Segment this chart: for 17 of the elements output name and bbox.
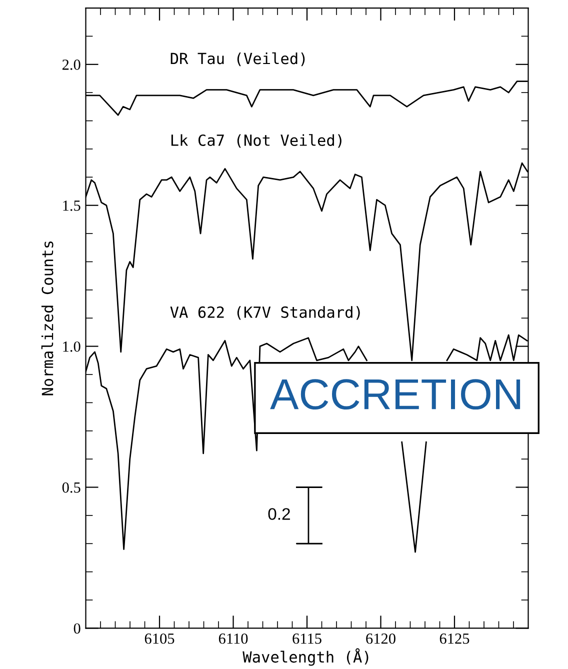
x-tick-label: 6120 bbox=[366, 633, 396, 644]
x-tick-label: 6115 bbox=[292, 634, 322, 644]
annotation: ACCRETION bbox=[270, 379, 520, 410]
x-tick-label: 6105 bbox=[144, 633, 174, 644]
x-tick-label: 6125 bbox=[440, 634, 470, 644]
y-tick-label: 2.0 bbox=[62, 60, 80, 70]
y-tick-label: 1.5 bbox=[63, 200, 80, 211]
series-label: VA 622 (K7V Standard) bbox=[170, 306, 360, 320]
y-tick-label: 1.0 bbox=[63, 341, 80, 352]
y-tick-label: 0 bbox=[74, 623, 80, 634]
annotation: 0.2 bbox=[268, 508, 290, 520]
series-label: Lk Ca7 (Not Veiled) bbox=[171, 134, 342, 148]
y-tick-label: 0.5 bbox=[62, 482, 80, 493]
series-label: DR Tau (Veiled) bbox=[170, 52, 305, 66]
x-tick-label: 6110 bbox=[218, 633, 248, 644]
x-axis-title: Wavelength (Å) bbox=[242, 648, 368, 666]
y-axis-title: Normalized Counts bbox=[41, 241, 54, 396]
